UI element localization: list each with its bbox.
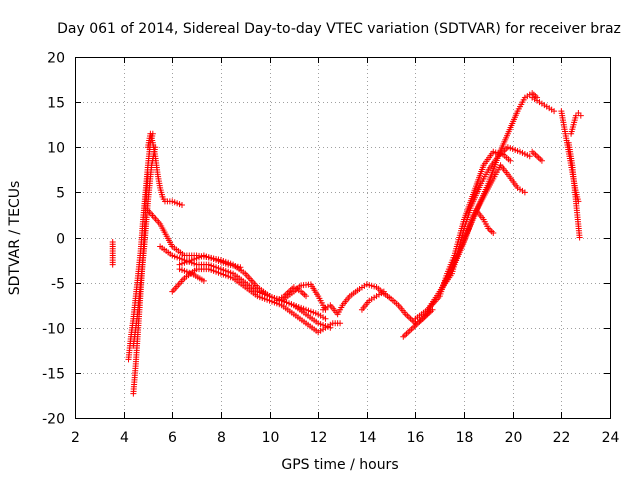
- y-tick-labels: -20 -15 -10 -5 0 5 10 15 20: [42, 51, 65, 428]
- axis-ticks: [75, 57, 611, 419]
- data-point: [526, 153, 533, 160]
- y-tick-label: 0: [56, 232, 65, 248]
- data-point: [576, 234, 583, 241]
- data-point: [200, 277, 207, 284]
- data-point: [337, 320, 344, 327]
- y-tick-label: -20: [42, 412, 65, 428]
- gridlines: [75, 57, 610, 418]
- x-axis-label: GPS time / hours: [281, 457, 398, 473]
- x-tick-labels: 2 4 6 8 10 12 14 16 18 20 22 24: [71, 430, 619, 446]
- data-point: [322, 315, 329, 322]
- x-tick-label: 12: [310, 430, 328, 446]
- chart-title: Day 061 of 2014, Sidereal Day-to-day VTE…: [57, 21, 621, 37]
- data-point: [179, 202, 185, 209]
- data-point: [538, 157, 545, 164]
- series-band-b: [157, 243, 334, 331]
- y-tick-label: 5: [56, 186, 65, 202]
- y-tick-label: 10: [47, 141, 65, 157]
- data-point: [507, 157, 514, 164]
- series-mid-hump-c: [320, 281, 434, 327]
- series-band-c: [169, 266, 344, 336]
- data-points: [109, 90, 584, 397]
- y-tick-label: 15: [47, 96, 65, 112]
- series-trough: [400, 306, 436, 340]
- y-tick-label: -5: [51, 277, 65, 293]
- series-recovery-e: [473, 207, 497, 236]
- x-tick-label: 18: [456, 430, 474, 446]
- data-point: [109, 261, 116, 268]
- series-rise-c: [130, 144, 159, 349]
- series-late-a: [529, 94, 558, 115]
- data-point: [237, 264, 244, 271]
- series-mid-hump-d: [358, 288, 387, 313]
- x-tick-label: 6: [168, 430, 177, 446]
- y-tick-label: 20: [47, 51, 65, 67]
- x-tick-label: 2: [71, 430, 80, 446]
- x-tick-label: 14: [359, 430, 377, 446]
- data-point: [303, 293, 310, 300]
- y-tick-label: -10: [42, 322, 65, 338]
- x-tick-label: 16: [407, 430, 425, 446]
- series-peak-decay: [144, 130, 185, 209]
- data-point: [551, 108, 558, 115]
- data-point: [490, 229, 497, 236]
- x-tick-label: 4: [120, 430, 129, 446]
- series-band-e: [176, 266, 207, 284]
- data-point: [577, 112, 584, 119]
- series-band-a: [144, 207, 329, 322]
- x-tick-label: 24: [602, 430, 620, 446]
- series-mid-hump-b: [273, 284, 310, 304]
- series-isolated: [109, 239, 116, 268]
- series-late-e: [568, 109, 584, 137]
- y-axis-label: SDTVAR / TECUs: [7, 181, 23, 296]
- series-band-d: [176, 252, 244, 271]
- y-tick-label: -15: [42, 367, 65, 383]
- x-tick-label: 10: [262, 430, 280, 446]
- data-point: [380, 288, 387, 295]
- data-point: [521, 189, 528, 196]
- x-tick-label: 8: [217, 430, 226, 446]
- series-late-d: [565, 139, 583, 241]
- series-late-b: [529, 148, 545, 164]
- x-tick-label: 22: [553, 430, 571, 446]
- x-tick-label: 20: [505, 430, 523, 446]
